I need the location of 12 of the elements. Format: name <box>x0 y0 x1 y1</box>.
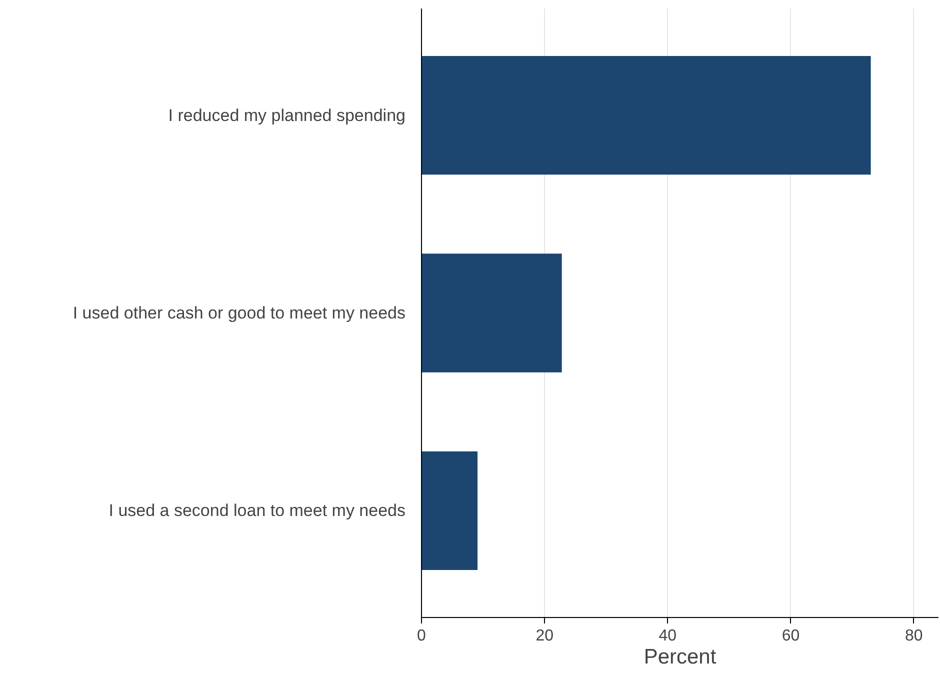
x-tick-label: 20 <box>536 628 554 644</box>
x-tick-label: 80 <box>904 628 923 644</box>
x-tick-label: 0 <box>417 628 426 644</box>
bar <box>422 254 562 372</box>
x-axis-title: Percent <box>644 646 716 668</box>
y-tick-label: I used other cash or good to meet my needs <box>72 304 406 322</box>
y-tick-label: I reduced my planned spending <box>168 106 406 125</box>
bar <box>422 451 478 570</box>
y-tick-label: I used a second loan to meet my needs <box>108 501 406 520</box>
x-tick-label: 40 <box>658 628 677 644</box>
bar <box>422 56 871 175</box>
x-tick-label: 60 <box>782 628 800 644</box>
